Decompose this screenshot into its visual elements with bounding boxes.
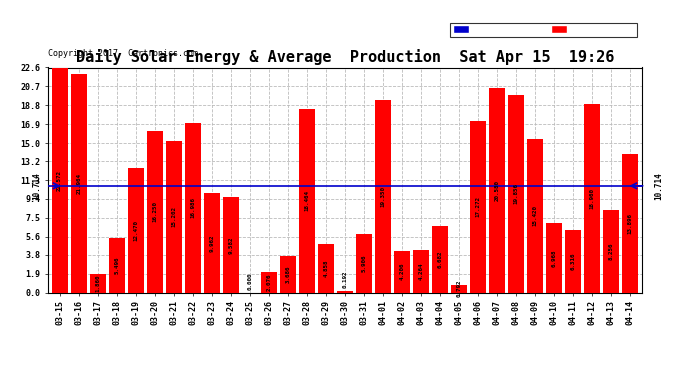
Text: 0.792: 0.792 (457, 280, 462, 297)
Text: 17.272: 17.272 (475, 196, 481, 217)
Text: 6.682: 6.682 (437, 251, 442, 268)
Text: 19.350: 19.350 (381, 186, 386, 207)
Text: 5.496: 5.496 (115, 256, 119, 274)
Bar (280, 256, 296, 292)
Legend: Average  (kWh), Daily  (kWh): Average (kWh), Daily (kWh) (451, 22, 637, 37)
Text: 13.896: 13.896 (628, 213, 633, 234)
Bar (318, 244, 334, 292)
Text: 21.964: 21.964 (76, 172, 81, 194)
Text: 10.714: 10.714 (32, 172, 41, 200)
Text: 12.470: 12.470 (133, 220, 138, 241)
Text: Copyright 2017  Cartronics.com: Copyright 2017 Cartronics.com (48, 49, 198, 58)
Text: 0.192: 0.192 (342, 270, 348, 288)
Bar (394, 251, 410, 292)
Bar (527, 139, 543, 292)
Text: 6.316: 6.316 (571, 252, 575, 270)
Bar (509, 95, 524, 292)
Bar (451, 285, 467, 292)
Text: 6.968: 6.968 (552, 249, 557, 267)
Bar (604, 210, 619, 292)
Text: 9.582: 9.582 (228, 236, 233, 254)
Bar (223, 197, 239, 292)
Bar (90, 274, 106, 292)
Bar (413, 250, 429, 292)
Text: 16.986: 16.986 (190, 198, 195, 219)
Text: 22.572: 22.572 (57, 170, 62, 190)
Bar (546, 223, 562, 292)
Text: 18.464: 18.464 (304, 190, 309, 211)
Text: 19.856: 19.856 (513, 183, 519, 204)
Text: 4.264: 4.264 (419, 262, 424, 280)
Bar (109, 238, 125, 292)
Bar (489, 88, 505, 292)
Title: Daily Solar Energy & Average  Production  Sat Apr 15  19:26: Daily Solar Energy & Average Production … (76, 49, 614, 65)
Bar (261, 272, 277, 292)
Text: 15.420: 15.420 (533, 205, 538, 226)
Text: 0.000: 0.000 (248, 272, 253, 290)
Text: 5.906: 5.906 (362, 254, 366, 272)
Bar (128, 168, 144, 292)
Bar (52, 68, 68, 292)
Bar (337, 291, 353, 292)
Bar (356, 234, 372, 292)
Text: 20.580: 20.580 (495, 180, 500, 201)
Bar (584, 104, 600, 292)
Text: 16.250: 16.250 (152, 201, 157, 222)
Bar (622, 154, 638, 292)
Bar (185, 123, 201, 292)
Text: 15.202: 15.202 (171, 206, 177, 227)
Bar (433, 226, 448, 292)
Bar (471, 120, 486, 292)
Text: 18.960: 18.960 (590, 188, 595, 209)
Bar (71, 74, 86, 292)
Bar (299, 109, 315, 292)
Text: 4.206: 4.206 (400, 263, 404, 280)
Bar (147, 131, 163, 292)
Text: 1.860: 1.860 (95, 274, 100, 292)
Text: 4.858: 4.858 (324, 260, 328, 277)
Bar (565, 230, 581, 292)
Bar (166, 141, 181, 292)
Text: 9.962: 9.962 (209, 234, 215, 252)
Text: 2.076: 2.076 (266, 273, 271, 291)
Text: 8.256: 8.256 (609, 243, 614, 260)
Bar (375, 100, 391, 292)
Text: 10.714: 10.714 (654, 172, 663, 200)
Text: 3.686: 3.686 (286, 266, 290, 283)
Bar (204, 194, 219, 292)
